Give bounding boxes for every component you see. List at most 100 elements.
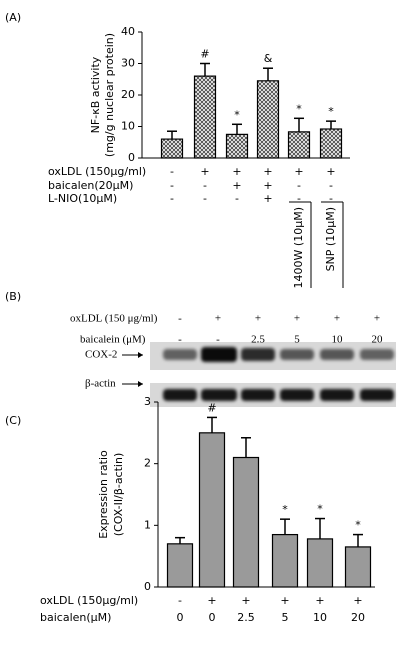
band <box>320 389 354 401</box>
condition-value: - <box>178 334 182 346</box>
annotation: & <box>264 52 273 65</box>
bar <box>225 133 249 159</box>
condition-label: L-NIO(10μM) <box>48 192 117 205</box>
condition-value: + <box>232 179 241 192</box>
condition-label: oxLDL (150 μg/ml) <box>70 313 158 325</box>
bar <box>166 543 194 588</box>
band <box>163 349 197 360</box>
annotation: * <box>328 105 334 118</box>
rotated-label: 1400W (10μM) <box>292 207 305 288</box>
condition-value: + <box>232 165 241 178</box>
condition-value: - <box>170 165 174 178</box>
condition-value: - <box>170 179 174 192</box>
bar <box>198 432 226 588</box>
condition-value: 0 <box>177 611 184 624</box>
condition-value: 0 <box>209 611 216 624</box>
y-tick-label: 30 <box>121 57 135 70</box>
y-tick-label: 1 <box>144 518 151 531</box>
y-tick-label: 0 <box>144 580 151 593</box>
condition-value: - <box>170 192 174 205</box>
panel-label: (A) <box>5 11 21 24</box>
annotation: * <box>296 102 302 115</box>
y-tick-label: 0 <box>128 151 135 164</box>
bar <box>344 546 372 588</box>
condition-value: 5 <box>294 334 300 346</box>
condition-value: - <box>216 334 220 346</box>
condition-value: + <box>215 313 221 325</box>
annotation: # <box>200 48 209 61</box>
condition-value: - <box>297 179 301 192</box>
rotated-label: SNP (10μM) <box>324 207 337 271</box>
bar <box>160 138 184 159</box>
condition-label: baicalen(μM) <box>40 611 111 624</box>
annotation: # <box>207 401 216 414</box>
condition-value: 20 <box>351 611 365 624</box>
annotation: * <box>234 108 240 121</box>
y-tick-label: 2 <box>144 457 151 470</box>
condition-value: - <box>235 192 239 205</box>
bar <box>287 131 311 159</box>
condition-value: + <box>263 165 272 178</box>
panel-label: (C) <box>5 414 21 427</box>
annotation: * <box>317 503 323 516</box>
condition-value: 10 <box>313 611 327 624</box>
y-axis-label: Expression ratio <box>97 450 110 539</box>
condition-value: + <box>294 165 303 178</box>
condition-value: 2.5 <box>237 611 255 624</box>
panel-label: (B) <box>5 290 21 303</box>
y-tick-label: 20 <box>121 88 135 101</box>
band-label: COX-2 <box>85 349 117 361</box>
bar <box>193 75 217 159</box>
annotation: * <box>282 503 288 516</box>
bar <box>256 80 280 159</box>
condition-value: - <box>329 179 333 192</box>
band <box>201 389 237 401</box>
y-tick-label: 10 <box>121 120 135 133</box>
condition-value: + <box>255 313 261 325</box>
annotation: * <box>355 519 361 532</box>
band <box>241 348 275 361</box>
condition-value: 5 <box>282 611 289 624</box>
condition-value: 10 <box>332 334 344 346</box>
condition-value: - <box>203 179 207 192</box>
condition-value: + <box>294 313 300 325</box>
condition-value: + <box>280 594 289 607</box>
y-axis-label: NF-κB activity <box>89 56 102 133</box>
arrow-head <box>138 352 143 358</box>
condition-value: + <box>353 594 362 607</box>
condition-value: - <box>329 192 333 205</box>
condition-value: + <box>263 192 272 205</box>
condition-label: oxLDL (150μg/ml) <box>40 594 138 607</box>
y-tick-label: 3 <box>144 395 151 408</box>
condition-label: baicalein (μM) <box>80 334 146 346</box>
band <box>241 389 275 401</box>
band <box>280 389 314 401</box>
condition-value: + <box>326 165 335 178</box>
condition-value: 2.5 <box>251 334 265 346</box>
band <box>201 347 237 362</box>
blot: COX-2 β-actin <box>85 342 396 407</box>
condition-value: + <box>200 165 209 178</box>
band-label: β-actin <box>85 378 116 390</box>
condition-value: - <box>178 594 182 607</box>
band <box>360 349 394 360</box>
bar <box>319 128 343 159</box>
condition-label: oxLDL (150μg/ml) <box>48 165 146 178</box>
condition-value: - <box>178 313 182 325</box>
y-tick-label: 40 <box>121 25 135 38</box>
band <box>320 349 354 360</box>
arrow-head <box>138 381 143 387</box>
bar <box>271 533 299 588</box>
bar <box>232 456 260 588</box>
condition-value: 20 <box>372 334 384 346</box>
condition-value: + <box>241 594 250 607</box>
condition-value: + <box>334 313 340 325</box>
y-axis-label: (COX-II/β-actin) <box>112 453 125 537</box>
condition-value: - <box>297 192 301 205</box>
condition-label: baicalen(20μM) <box>48 179 133 192</box>
condition-value: - <box>203 192 207 205</box>
condition-value: + <box>263 179 272 192</box>
bar <box>306 538 334 588</box>
band <box>280 349 314 360</box>
